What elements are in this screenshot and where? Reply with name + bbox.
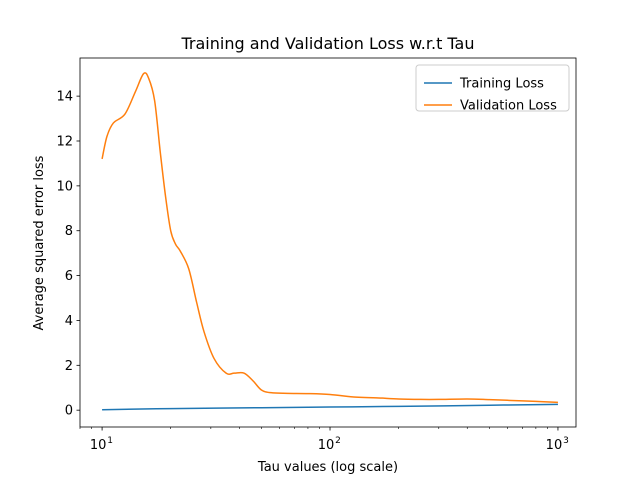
x-tick-exponent: 1 xyxy=(107,436,113,446)
x-tick-exponent: 3 xyxy=(563,436,569,446)
legend: Training Loss Validation Loss xyxy=(415,64,570,114)
y-tick-label: 6 xyxy=(65,269,73,284)
x-tick-label: 10 xyxy=(90,438,107,453)
y-tick-label: 2 xyxy=(65,359,73,374)
x-tick-label: 10 xyxy=(318,438,335,453)
y-tick-label: 14 xyxy=(56,90,73,105)
plot-frame xyxy=(79,57,577,428)
series-line-training-loss xyxy=(102,403,558,411)
x-tick-exponent: 2 xyxy=(335,436,341,446)
y-tick-label: 10 xyxy=(56,179,73,194)
y-tick-label: 0 xyxy=(65,404,73,419)
chart-title: Training and Validation Loss w.r.t Tau xyxy=(180,34,474,53)
x-axis-label: Tau values (log scale) xyxy=(257,460,398,475)
legend-label: Validation Loss xyxy=(460,99,557,114)
x-tick-label: 10 xyxy=(546,438,563,453)
plot-area xyxy=(101,72,558,411)
y-tick-label: 8 xyxy=(65,224,73,239)
legend-box xyxy=(415,64,570,112)
y-axis-label: Average squared error loss xyxy=(32,155,47,330)
y-tick-label: 4 xyxy=(65,314,73,329)
y-tick-label: 12 xyxy=(56,134,73,149)
legend-label: Training Loss xyxy=(459,77,544,92)
series-line-validation-loss xyxy=(101,72,558,404)
